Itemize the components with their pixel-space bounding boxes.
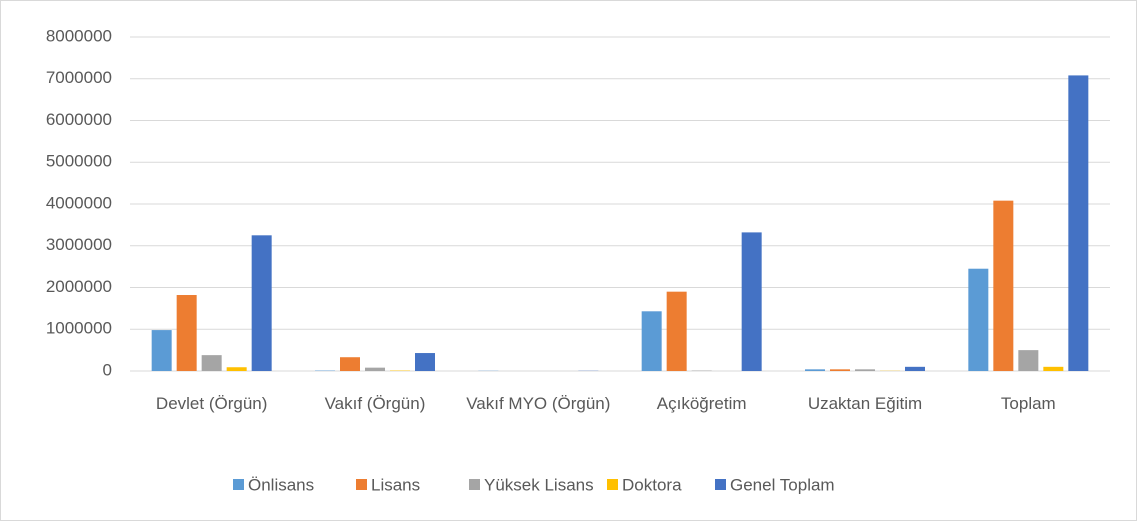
- bar: [251, 235, 272, 371]
- x-tick-label: Vakıf (Örgün): [324, 394, 426, 413]
- bar: [151, 330, 172, 371]
- bar: [830, 369, 850, 371]
- bar: [905, 366, 925, 371]
- bar: [805, 369, 825, 371]
- y-tick-label: 5000000: [46, 152, 112, 171]
- x-tick-label: Uzaktan Eğitim: [807, 394, 923, 413]
- y-tick-label: 6000000: [46, 110, 112, 129]
- legend-label: Genel Toplam: [730, 475, 835, 494]
- y-tick-label: 0: [103, 360, 112, 379]
- legend-label: Önlisans: [248, 475, 314, 494]
- bar: [666, 291, 687, 371]
- bar: [993, 200, 1014, 371]
- legend-swatch: [356, 479, 367, 490]
- legend-swatch: [233, 479, 244, 490]
- y-tick-label: 2000000: [46, 277, 112, 296]
- legend-label: Lisans: [371, 475, 420, 494]
- legend-label: Doktora: [622, 475, 682, 494]
- y-tick-label: 7000000: [46, 68, 112, 87]
- legend-swatch: [607, 479, 618, 490]
- bar: [1018, 350, 1039, 371]
- y-tick-label: 3000000: [46, 235, 112, 254]
- bar: [176, 295, 197, 371]
- bar: [226, 367, 247, 371]
- bar: [415, 353, 435, 371]
- x-tick-label: Devlet (Örgün): [155, 394, 268, 413]
- bar: [741, 232, 762, 371]
- legend-swatch: [469, 479, 480, 490]
- bar: [1068, 75, 1089, 371]
- legend-swatch: [715, 479, 726, 490]
- x-tick-label: Toplam: [1000, 394, 1056, 413]
- y-tick-label: 1000000: [46, 319, 112, 338]
- legend-label: Yüksek Lisans: [484, 475, 594, 494]
- bar: [641, 311, 662, 371]
- x-tick-label: Açıköğretim: [656, 394, 747, 413]
- bar: [855, 369, 875, 371]
- x-tick-label: Vakıf MYO (Örgün): [466, 394, 611, 413]
- bar: [340, 357, 360, 371]
- bar: [1043, 366, 1064, 371]
- bar: [968, 268, 989, 371]
- y-tick-label: 8000000: [46, 26, 112, 45]
- bar: [365, 367, 385, 371]
- y-tick-label: 4000000: [46, 193, 112, 212]
- bar: [201, 355, 222, 371]
